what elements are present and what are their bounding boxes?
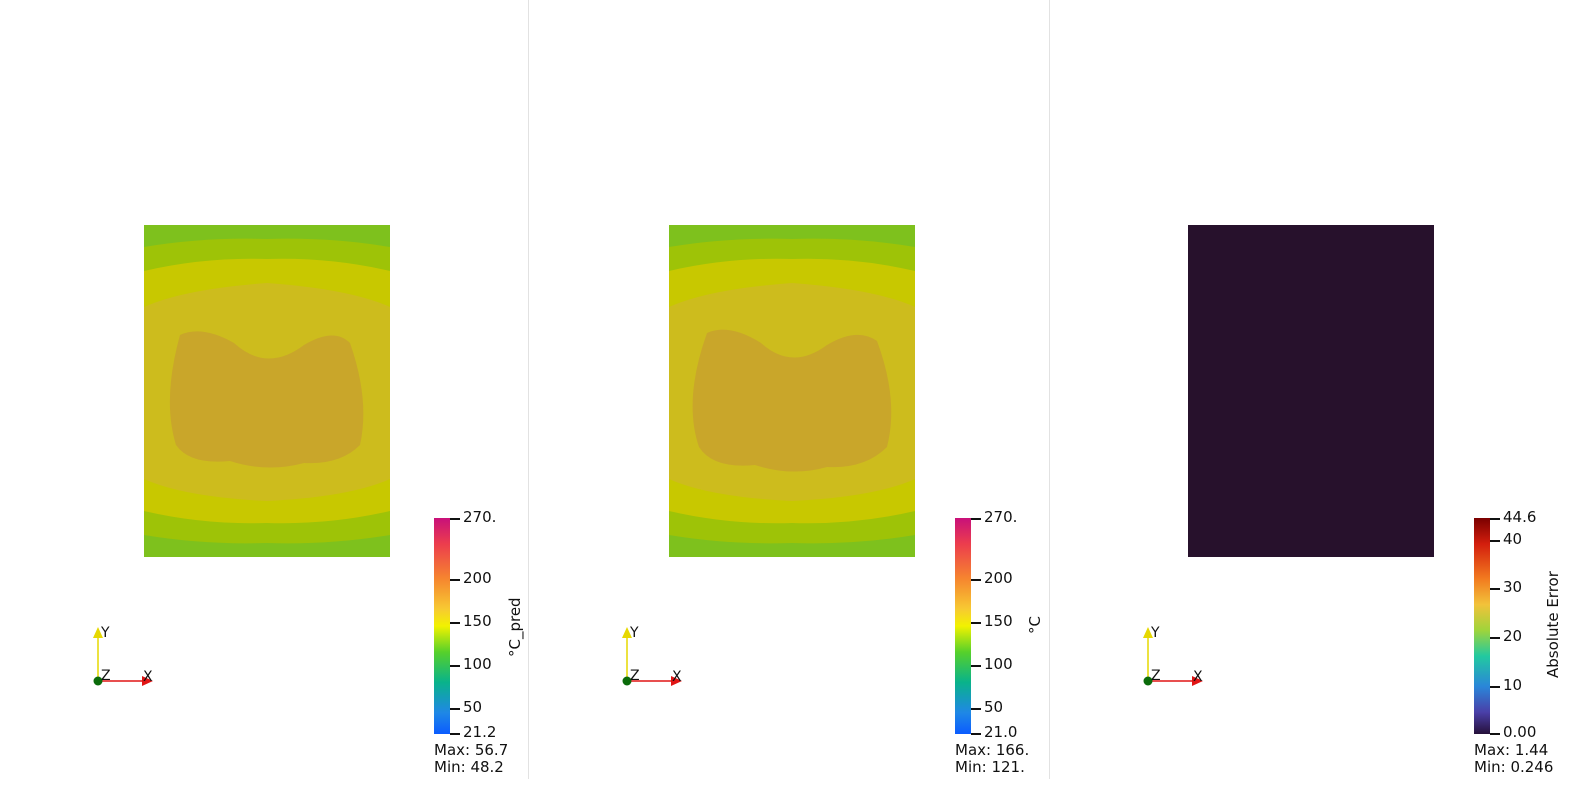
colorbar-tick: [1490, 588, 1500, 590]
max-value-label: Max: 1.44: [1474, 741, 1549, 759]
orientation-axes: [1138, 622, 1218, 692]
colorbar-tick-label: 44.6: [1503, 508, 1537, 526]
min-value-label: Min: 121.: [955, 758, 1025, 776]
colorbar-tick-label: 10: [1503, 676, 1523, 694]
viewport-divider: [528, 0, 529, 779]
axis-label-y: Y: [630, 625, 639, 641]
colorbar-tick-label: 150: [984, 612, 1013, 630]
colorbar-tick: [971, 518, 981, 520]
axis-label-x: X: [672, 669, 682, 685]
temperature-true-field: [669, 225, 915, 557]
min-value-label: Min: 48.2: [434, 758, 504, 776]
colorbar-tick: [450, 708, 460, 710]
colorbar-tick-label: 30: [1503, 578, 1523, 596]
colorbar-tick-label: 100: [463, 655, 492, 673]
colorbar-tick: [1490, 637, 1500, 639]
colorbar-tick: [450, 665, 460, 667]
colorbar-tick: [1490, 733, 1500, 735]
colorbar-tick: [971, 708, 981, 710]
colorbar-tick-label: 50: [463, 698, 483, 716]
colorbar-tick-label: 21.2: [463, 723, 497, 741]
axis-label-x: X: [143, 669, 153, 685]
colorbar-tick: [971, 665, 981, 667]
colorbar-tick-label: 21.0: [984, 723, 1018, 741]
colorbar-true: [955, 518, 971, 734]
colorbar-pred: [434, 518, 450, 734]
colorbar-tick: [450, 622, 460, 624]
axis-label-z: Z: [101, 668, 111, 684]
colorbar-tick-label: 270.: [984, 508, 1018, 526]
viewport-absolute-error[interactable]: 44.6 40 30 20 10 0.00 Absolute Error Max…: [1050, 0, 1582, 779]
axis-label-y: Y: [1151, 625, 1160, 641]
colorbar-tick-label: 40: [1503, 530, 1523, 548]
colorbar-tick-label: 270.: [463, 508, 497, 526]
colorbar-title: Absolute Error: [1544, 571, 1562, 678]
colorbar-tick-label: 0.00: [1503, 723, 1537, 741]
orientation-axes: [88, 622, 168, 692]
colorbar-tick: [971, 733, 981, 735]
max-value-label: Max: 166.: [955, 741, 1030, 759]
colorbar-gradient: [434, 518, 450, 734]
orientation-axes: [617, 622, 697, 692]
viewport-predicted[interactable]: 270. 200 150 100 50 21.2 °C_pred Max: 56…: [0, 0, 528, 779]
colorbar-tick-label: 50: [984, 698, 1004, 716]
colorbar-tick: [971, 622, 981, 624]
max-value-label: Max: 56.7: [434, 741, 509, 759]
colorbar-error: [1474, 518, 1490, 734]
colorbar-title: °C: [1026, 616, 1044, 634]
axis-label-z: Z: [630, 668, 640, 684]
viewport-divider: [1049, 0, 1050, 779]
colorbar-tick: [1490, 540, 1500, 542]
colorbar-tick-label: 100: [984, 655, 1013, 673]
colorbar-tick: [1490, 518, 1500, 520]
axis-label-z: Z: [1151, 668, 1161, 684]
colorbar-gradient: [955, 518, 971, 734]
colorbar-tick-label: 200: [984, 569, 1013, 587]
colorbar-tick-label: 150: [463, 612, 492, 630]
colorbar-gradient: [1474, 518, 1490, 734]
colorbar-tick: [971, 579, 981, 581]
axis-label-x: X: [1193, 669, 1203, 685]
colorbar-tick: [450, 518, 460, 520]
colorbar-tick: [450, 733, 460, 735]
axis-label-y: Y: [101, 625, 110, 641]
min-value-label: Min: 0.246: [1474, 758, 1554, 776]
colorbar-tick-label: 200: [463, 569, 492, 587]
colorbar-tick: [450, 579, 460, 581]
colorbar-title: °C_pred: [506, 597, 524, 657]
temperature-pred-field: [144, 225, 390, 557]
colorbar-tick-label: 20: [1503, 627, 1523, 645]
absolute-error-field: [1188, 225, 1434, 557]
colorbar-tick: [1490, 686, 1500, 688]
viewport-ground-truth[interactable]: 270. 200 150 100 50 21.0 °C Max: 166. Mi…: [529, 0, 1049, 779]
